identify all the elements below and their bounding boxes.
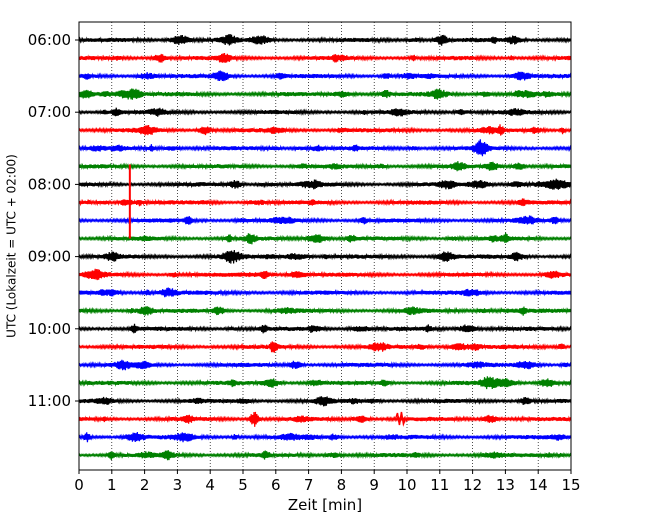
x-tick-label: 11 (430, 476, 449, 494)
y-tick-label: 07:00 (28, 103, 71, 121)
y-tick-label: 08:00 (28, 175, 71, 193)
x-tick-label: 10 (397, 476, 416, 494)
trace-row-0845 (78, 232, 572, 245)
trace-row-1100 (78, 396, 572, 407)
trace-row-0645 (78, 88, 572, 100)
seismic-events (128, 164, 407, 427)
trace-row-1045 (78, 376, 572, 390)
y-axis-ticks: 06:00 07:00 08:00 09:00 10:00 11:00 (28, 31, 79, 410)
x-axis-label: Zeit [min] (288, 496, 362, 514)
trace-row-0900 (78, 250, 572, 264)
seismic-traces (78, 34, 572, 461)
trace-row-0730 (78, 139, 572, 157)
x-tick-label: 7 (304, 476, 314, 494)
trace-row-0830 (78, 215, 572, 225)
trace-row-1000 (78, 323, 572, 334)
trace-row-0745 (78, 161, 572, 172)
plot-frame (78, 21, 572, 471)
trace-row-0700 (78, 107, 572, 117)
trace-row-1115 (78, 411, 572, 427)
x-tick-label: 2 (140, 476, 150, 494)
trace-row-1030 (78, 359, 572, 371)
trace-row-0915 (78, 268, 572, 281)
event-burst (394, 411, 407, 427)
x-tick-label: 13 (496, 476, 515, 494)
x-tick-label: 3 (173, 476, 183, 494)
x-tick-label: 14 (529, 476, 548, 494)
x-tick-label: 12 (463, 476, 482, 494)
trace-row-0815 (78, 198, 572, 207)
y-axis-label: UTC (Lokalzeit = UTC + 02:00) (5, 154, 19, 338)
trace-row-0615 (78, 53, 572, 63)
trace-row-1015 (78, 341, 572, 353)
y-tick-label: 09:00 (28, 248, 71, 266)
x-tick-label: 6 (271, 476, 281, 494)
trace-row-0945 (78, 306, 572, 316)
trace-row-0600 (78, 34, 572, 46)
y-tick-label: 10:00 (28, 320, 71, 338)
trace-row-1130 (78, 431, 572, 443)
x-tick-label: 4 (205, 476, 215, 494)
x-tick-label: 15 (561, 476, 580, 494)
trace-row-0800 (78, 178, 572, 190)
x-tick-label: 9 (369, 476, 379, 494)
trace-row-0630 (78, 70, 572, 82)
y-tick-label: 06:00 (28, 31, 71, 49)
x-tick-label: 5 (238, 476, 248, 494)
x-tick-label: 8 (337, 476, 347, 494)
x-axis-ticks: 0 1 2 3 4 5 6 7 8 9 10 11 12 13 14 15 (74, 470, 581, 494)
trace-row-0930 (78, 287, 572, 298)
x-tick-label: 1 (107, 476, 117, 494)
trace-row-1145 (78, 450, 572, 461)
x-tick-label: 0 (74, 476, 84, 494)
y-tick-label: 11:00 (28, 392, 71, 410)
trace-row-0715 (78, 124, 572, 136)
